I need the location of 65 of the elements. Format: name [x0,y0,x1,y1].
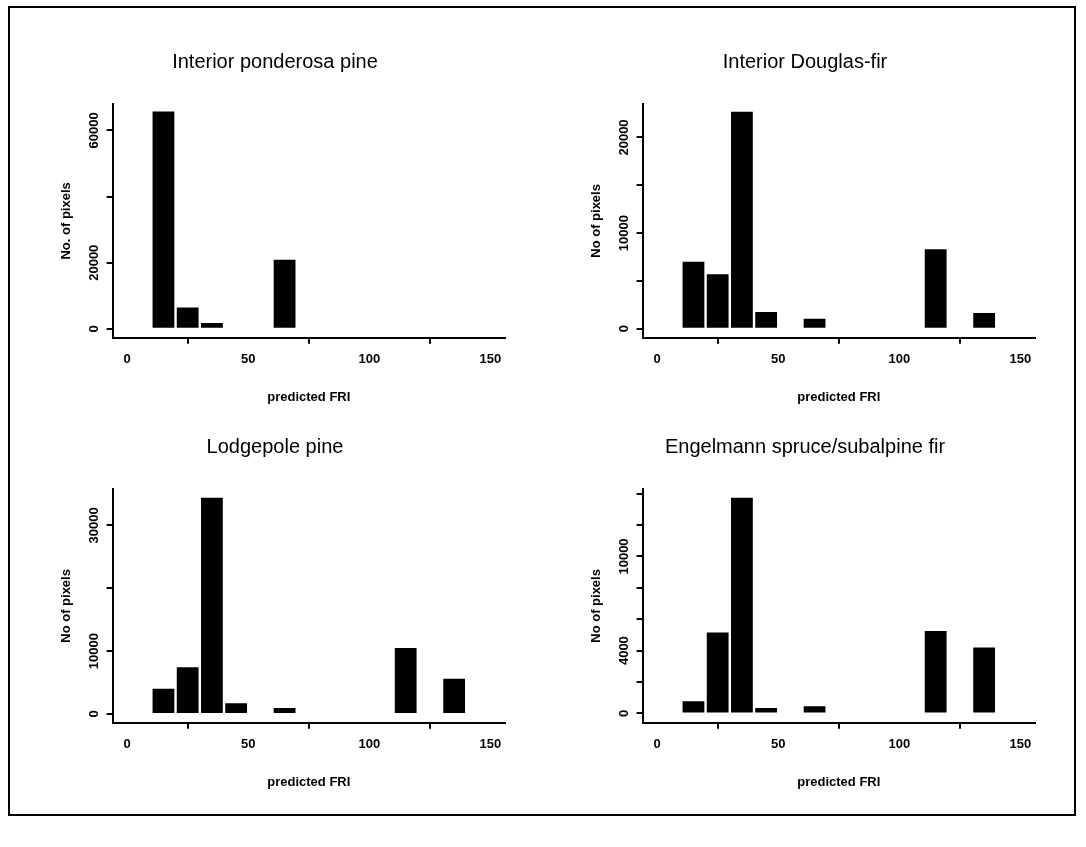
y-axis-title: No. of pixels [58,182,74,260]
y-axis-title: No of pixels [588,184,604,258]
bar [924,249,947,328]
y-tick-label: 60000 [86,112,102,149]
chart-title: Interior ponderosa pine [172,49,378,72]
y-tick-label: 4000 [616,636,632,666]
x-tick-label: 100 [888,351,911,367]
x-tick-label: 50 [771,736,786,752]
x-tick-label: 100 [358,736,381,752]
y-axis-title: No of pixels [588,569,604,643]
x-tick-label: 150 [479,351,502,367]
bar [152,688,175,713]
bar [394,648,417,713]
y-tick-label: 20000 [86,244,102,281]
bar [443,678,466,713]
x-tick-label: 150 [1009,351,1032,367]
x-axis-title: predicted FRI [267,773,351,789]
bar [731,497,753,713]
bar [706,274,729,328]
y-tick-label: 30000 [86,507,102,544]
x-tick-label: 100 [888,736,911,752]
x-tick-label: 50 [241,351,256,367]
x-tick-label: 100 [358,351,381,367]
x-tick-label: 0 [653,351,661,367]
x-tick-label: 0 [123,351,131,367]
bar [176,307,199,328]
bar [176,667,199,713]
y-tick-label: 10000 [616,215,632,252]
chart-title: Interior Douglas-fir [722,49,888,72]
bar [973,647,996,713]
bar [755,707,778,713]
bar [201,497,223,713]
bar [803,706,826,713]
y-tick-label: 10000 [86,633,102,670]
bar [924,631,947,713]
y-axis-title: No of pixels [58,569,74,643]
chart-title: Lodgepole pine [206,434,344,457]
bar [755,311,778,328]
bar [731,111,753,328]
bar [225,703,248,713]
x-axis-title: predicted FRI [797,388,881,404]
x-tick-label: 0 [123,736,131,752]
bar [152,111,175,328]
y-tick-label: 0 [616,709,632,717]
y-tick-label: 0 [86,710,102,718]
x-tick-label: 150 [479,736,502,752]
bar [682,261,705,328]
bar [973,312,996,328]
x-tick-label: 50 [241,736,256,752]
bar [803,318,826,328]
y-tick-label: 0 [616,325,632,333]
chart-title: Engelmann spruce/subalpine fir [664,434,946,457]
x-tick-label: 0 [653,736,661,752]
bar [273,259,296,328]
x-tick-label: 150 [1009,736,1032,752]
y-tick-label: 0 [86,325,102,333]
bar [706,632,729,713]
bar [201,322,223,328]
bar [682,701,705,713]
x-axis-title: predicted FRI [267,388,351,404]
y-tick-label: 10000 [616,538,632,575]
bar [273,708,296,713]
y-tick-label: 20000 [616,119,632,156]
x-tick-label: 50 [771,351,786,367]
x-axis-title: predicted FRI [797,773,881,789]
